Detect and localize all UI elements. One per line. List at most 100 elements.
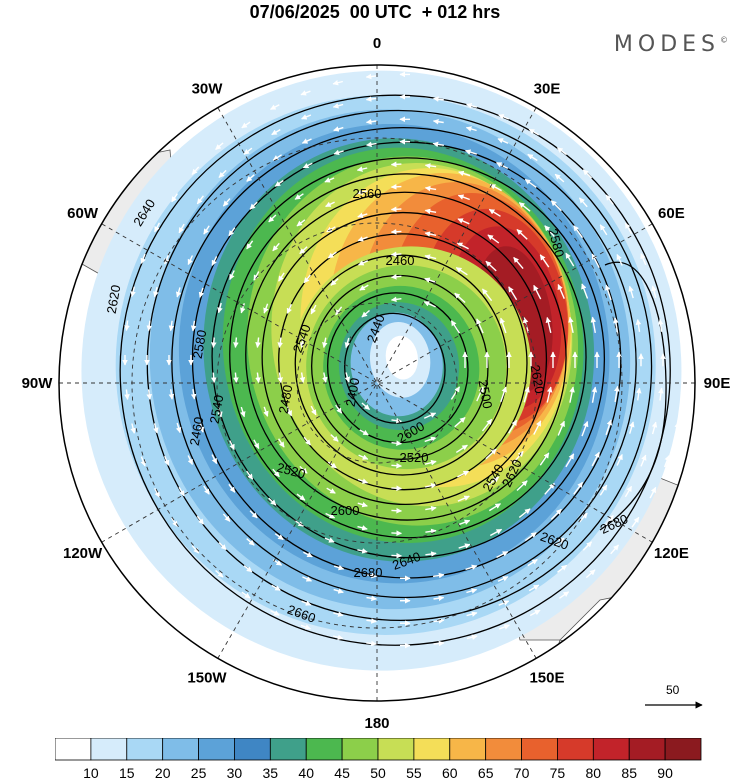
wind-vector [249,510,258,519]
wind-vector [326,487,336,494]
wind-vector [565,453,575,468]
contour-label: 2400 [343,377,363,408]
wind-vector [616,253,623,266]
wind-vector [300,624,311,630]
contour-label-text: 2600 [331,503,360,518]
wind-vector [190,389,197,400]
wind-vector [489,183,502,192]
map-title: 07/06/2025 00 UTC + 012 hrs [249,2,501,22]
wind-vector [651,285,657,298]
wind-vector [424,185,437,192]
wind-vector [496,161,509,170]
colorbar-swatch [664,738,702,761]
wind-vector [458,543,471,549]
wind-vector [485,448,497,460]
wind-vector [423,301,436,308]
wind-vector [591,253,600,269]
colorbar-tick-label: 15 [119,765,135,781]
wind-vector [424,231,437,237]
wind-vector [330,434,339,442]
colorbar-tick-label: 75 [550,765,566,781]
wind-vector [680,387,686,401]
colorbar: 10 15 20 25 30 35 40 45 50 55 60 65 70 75 80 85 90 [55,738,702,781]
wind-vector [582,169,593,179]
colorbar-swatch [341,738,379,761]
reference-vector-arrow [645,701,703,709]
colorbar-tick-label: 50 [370,765,386,781]
wind-vector [581,283,589,299]
contour-label-text: 2480 [276,384,296,415]
wind-vector [657,318,664,332]
colorbar-swatch [628,738,666,761]
wind-vector [424,459,437,466]
wind-vector [624,485,633,498]
wind-vector [496,550,509,559]
colorbar-swatch [269,738,307,761]
wind-vector [390,206,402,213]
meridian-label: 90W [22,375,54,392]
contour-label-text: 2680 [354,565,383,580]
wind-vector [554,173,565,183]
wind-vector [333,611,344,617]
wind-vector [528,128,540,136]
wind-vector [271,128,281,136]
wind-vector [488,208,501,217]
wind-vector [455,444,468,453]
wind-vector [215,142,224,151]
wind-vector [423,412,437,419]
wind-vector [610,544,620,555]
wind-vector [557,283,565,299]
wind-vector [424,163,437,169]
wind-vector [272,468,280,478]
wind-vector [366,640,377,647]
wind-vector [359,284,369,291]
wind-vector [146,389,153,400]
wind-vector [545,316,552,334]
colorbar-swatch [557,738,594,761]
wind-vector [303,551,313,558]
wind-vector [391,440,402,446]
wind-vector [211,454,218,465]
wind-vector [523,386,530,403]
wind-vector [324,177,335,183]
colorbar-swatch [162,738,199,761]
meridian-label: 90E [704,375,731,392]
wind-vector [344,372,351,383]
meridian-label: 30W [192,81,224,98]
contour-label-text: 2520 [275,460,307,482]
wind-vector [187,455,194,466]
wind-vector [425,551,437,557]
wind-vector [635,319,642,333]
meridian-label: 0 [373,35,381,52]
wind-vector [366,618,377,624]
wind-vector [271,584,281,592]
colorbar-tick-label: 20 [155,765,171,781]
wind-vector [154,222,161,233]
wind-vector [425,528,437,535]
wind-vector [614,385,620,403]
wind-vector [544,482,555,495]
wind-vector [333,588,344,594]
wind-vector [605,419,613,436]
wind-vector [327,461,337,469]
wind-vector [651,421,658,435]
contour-label: 2620 [528,364,548,395]
wind-vector [211,256,218,266]
wind-vector [390,184,402,190]
wind-vector [433,640,445,647]
wind-vector [424,208,437,215]
wind-vector [203,485,210,495]
wind-vector [178,223,185,234]
height-contour-ridge [599,261,667,531]
wind-vector [330,278,339,286]
contour-label: 2680 [354,565,383,580]
wind-vector [198,422,205,433]
wind-vector [222,198,231,207]
wind-vector [557,420,565,436]
wind-vector [178,486,185,497]
wind-vector [333,564,345,571]
wind-vector [286,303,293,314]
colorbar-tick-label: 40 [298,765,314,781]
wind-vector [240,303,246,314]
wind-vector [124,320,130,332]
